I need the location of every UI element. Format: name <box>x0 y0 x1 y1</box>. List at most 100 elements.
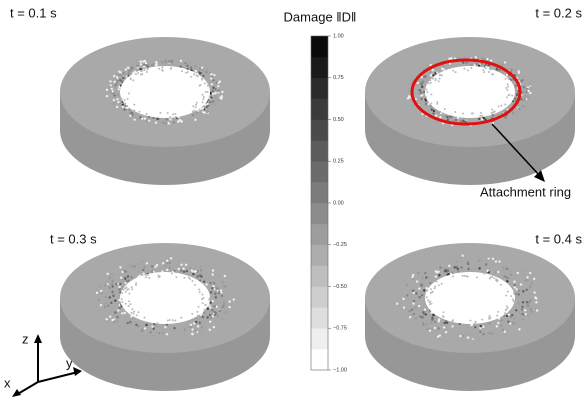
damage-dot <box>195 320 198 324</box>
damage-dot <box>203 312 206 315</box>
damage-dot <box>189 325 192 329</box>
damage-dot <box>149 331 152 334</box>
damage-dot <box>479 326 482 330</box>
damage-dot <box>513 65 517 68</box>
damage-dot <box>486 57 489 61</box>
damage-dot <box>479 330 482 334</box>
damage-dot <box>425 287 428 290</box>
damage-dot <box>480 62 483 65</box>
damage-dot <box>127 116 130 120</box>
colorbar-band <box>311 203 328 225</box>
damage-dot <box>419 92 422 95</box>
damage-dot <box>183 276 186 279</box>
damage-dot <box>534 296 537 299</box>
damage-dot <box>499 324 503 327</box>
colorbar-band <box>311 161 328 183</box>
damage-dot <box>406 97 410 100</box>
damage-dot <box>183 333 186 336</box>
damage-dot <box>216 315 220 318</box>
damage-dot <box>189 61 193 64</box>
damage-dot <box>524 312 527 316</box>
damage-dot <box>434 114 438 117</box>
damage-dot <box>509 273 513 277</box>
damage-dot <box>213 305 216 308</box>
damage-dot <box>425 328 429 331</box>
damage-dot <box>111 285 114 288</box>
damage-dot <box>197 305 200 308</box>
damage-dot <box>198 321 202 324</box>
damage-dot <box>144 273 147 276</box>
damage-dot <box>214 292 217 295</box>
damage-dot <box>420 97 423 101</box>
damage-dot <box>500 61 504 65</box>
damage-dot <box>152 270 155 274</box>
torus <box>60 243 270 391</box>
damage-dot <box>198 67 202 70</box>
damage-dot <box>194 106 197 109</box>
damage-dot <box>137 118 140 121</box>
damage-dot <box>513 280 516 283</box>
damage-dot <box>198 279 202 282</box>
colorbar-tick-label: −0.75 <box>333 326 347 332</box>
damage-dot <box>437 327 440 330</box>
damage-dot <box>439 266 442 269</box>
damage-dot <box>446 118 450 122</box>
damage-dot <box>169 257 173 260</box>
damage-dot <box>211 89 214 93</box>
damage-dot <box>205 264 208 267</box>
torus-hole <box>425 272 515 324</box>
damage-dot <box>114 84 117 87</box>
damage-dot <box>451 325 454 328</box>
damage-dot <box>129 303 132 306</box>
colorbar-tick-label: 0.75 <box>333 75 344 81</box>
damage-dot <box>527 89 530 93</box>
damage-dot <box>220 95 223 98</box>
damage-dot <box>430 102 433 105</box>
damage-dot <box>143 316 146 319</box>
colorbar-tick-label: 0.25 <box>333 159 344 165</box>
damage-dot <box>125 286 128 289</box>
damage-dot <box>532 277 536 280</box>
damage-dot <box>506 89 509 92</box>
damage-dot <box>478 337 481 341</box>
damage-dot <box>465 332 469 335</box>
damage-dot <box>473 64 477 67</box>
damage-dot <box>430 118 434 122</box>
damage-dot <box>430 302 433 305</box>
damage-dot <box>199 269 203 272</box>
damage-dot <box>209 306 212 309</box>
damage-dot <box>166 259 169 262</box>
damage-dot <box>515 113 518 116</box>
damage-dot <box>516 271 519 275</box>
damage-dot <box>161 262 165 265</box>
damage-dot <box>214 91 217 95</box>
damage-dot <box>396 285 400 288</box>
damage-dot <box>424 102 428 106</box>
damage-dot <box>527 96 530 99</box>
damage-dot <box>202 96 205 99</box>
damage-dot <box>466 261 470 264</box>
colorbar-band <box>311 140 328 162</box>
damage-dot <box>217 290 221 293</box>
damage-dot <box>473 322 476 325</box>
damage-dot <box>221 280 225 284</box>
damage-dot <box>494 256 497 260</box>
damage-dot <box>443 270 447 273</box>
damage-dot <box>434 285 437 288</box>
damage-dot <box>416 271 420 275</box>
damage-dot <box>527 288 530 291</box>
damage-dot <box>124 102 127 105</box>
damage-dot <box>189 66 193 69</box>
damage-dot <box>452 69 455 72</box>
damage-dot <box>121 105 125 108</box>
damage-dot <box>525 301 529 304</box>
damage-dot <box>190 269 194 272</box>
damage-dot <box>412 291 415 295</box>
damage-dot <box>448 57 451 60</box>
damage-dot <box>444 114 447 118</box>
damage-dot <box>129 114 132 118</box>
damage-dot <box>520 308 524 311</box>
damage-dot <box>442 311 445 314</box>
damage-dot <box>168 318 171 321</box>
damage-dot <box>107 92 110 95</box>
